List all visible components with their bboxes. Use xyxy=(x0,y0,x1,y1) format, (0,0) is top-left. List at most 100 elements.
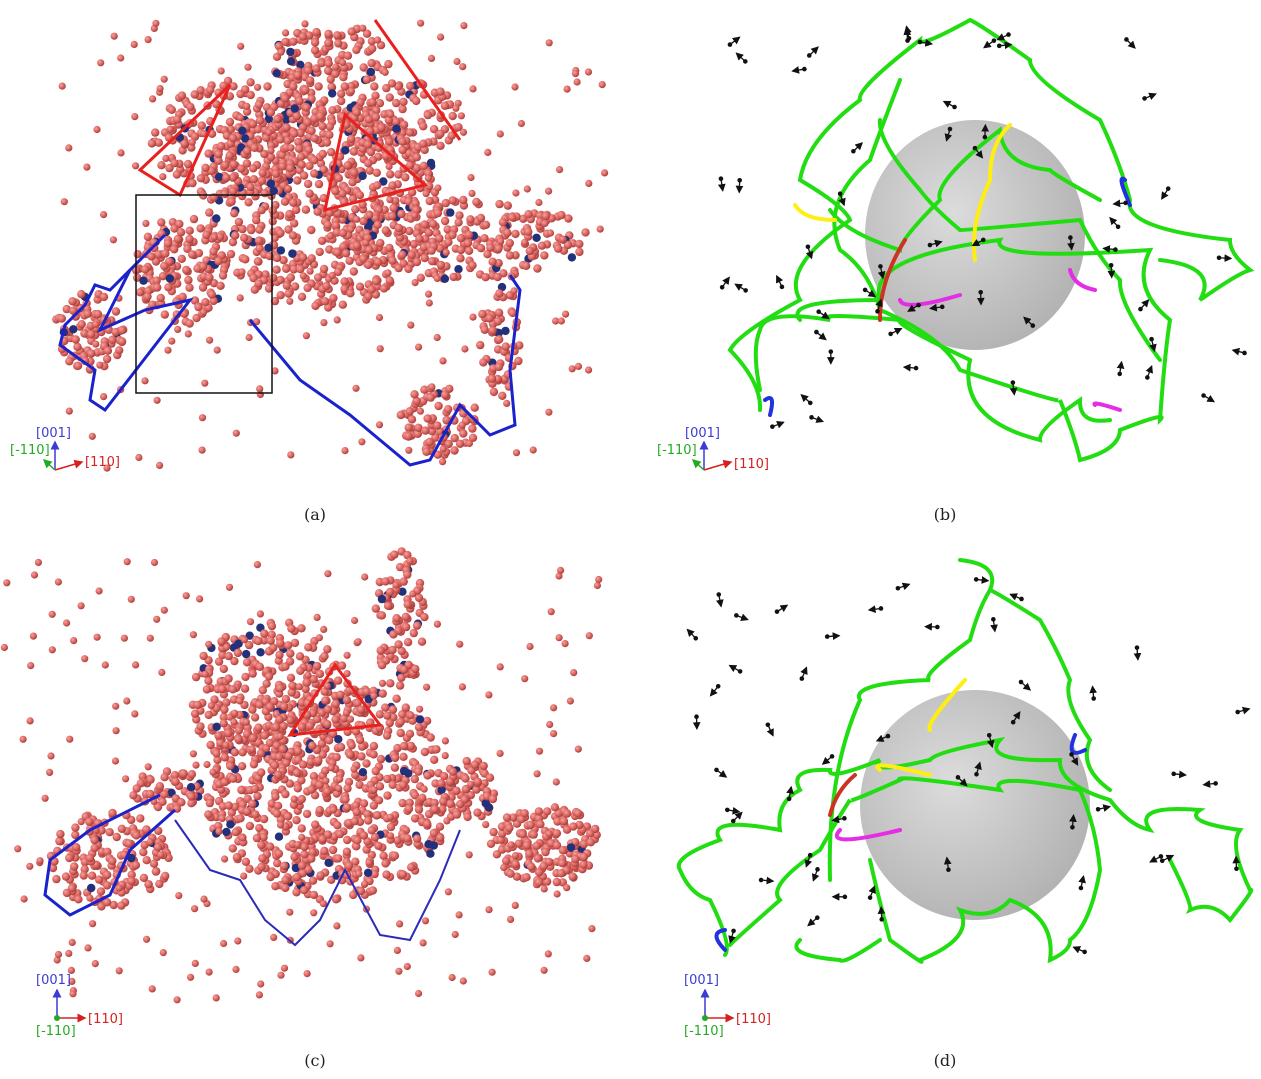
atom xyxy=(196,595,203,602)
atom xyxy=(427,246,435,254)
atom xyxy=(306,76,314,84)
atom xyxy=(459,429,467,437)
caption: (b) xyxy=(934,505,957,524)
atom xyxy=(377,123,385,131)
node xyxy=(807,53,812,58)
axis-label: [110] xyxy=(734,457,769,472)
atom xyxy=(139,848,147,856)
atom xyxy=(374,36,381,43)
atom xyxy=(299,760,307,768)
atom xyxy=(118,825,126,833)
atom xyxy=(474,778,482,786)
atom xyxy=(339,229,347,237)
atom xyxy=(221,778,229,786)
atom xyxy=(489,969,496,976)
atom xyxy=(567,697,574,704)
atom xyxy=(192,673,200,681)
atom xyxy=(293,873,301,881)
atom xyxy=(156,782,164,790)
atom xyxy=(287,451,294,458)
atom xyxy=(234,937,241,944)
atom xyxy=(221,753,229,761)
atom xyxy=(415,990,422,997)
atom xyxy=(276,291,284,299)
atom xyxy=(413,835,421,843)
node xyxy=(940,305,945,310)
atom xyxy=(190,750,197,757)
atom xyxy=(336,691,344,699)
atom xyxy=(344,652,351,659)
atom xyxy=(214,150,222,158)
atom xyxy=(213,723,221,731)
node xyxy=(1068,235,1073,240)
atom xyxy=(257,980,264,987)
atom xyxy=(66,736,73,743)
atom xyxy=(569,872,577,880)
axis-label: [110] xyxy=(85,455,120,470)
atom xyxy=(446,800,454,808)
atom xyxy=(453,810,461,818)
atom xyxy=(591,825,599,833)
atom xyxy=(283,137,291,145)
atom xyxy=(406,82,414,90)
atom xyxy=(540,251,548,259)
atom xyxy=(367,68,375,76)
atom xyxy=(157,851,164,858)
atom xyxy=(570,669,577,676)
atom xyxy=(286,649,294,657)
atom xyxy=(356,191,364,199)
atom xyxy=(324,570,331,577)
atom xyxy=(205,711,213,719)
atom xyxy=(459,422,466,429)
atom xyxy=(188,250,196,258)
axis-label: [-110] xyxy=(36,1024,76,1039)
atom xyxy=(147,838,154,845)
node xyxy=(815,915,820,920)
atom xyxy=(151,559,158,566)
atom xyxy=(143,856,151,864)
atom xyxy=(243,807,251,815)
atom xyxy=(425,291,432,298)
atom xyxy=(387,823,395,831)
dislocation-line xyxy=(1094,404,1120,410)
atom xyxy=(280,702,288,710)
atom xyxy=(157,218,165,226)
atom xyxy=(346,751,354,759)
atom xyxy=(227,197,235,205)
atom xyxy=(266,842,274,850)
atom xyxy=(485,906,492,913)
atom xyxy=(187,783,195,791)
atom xyxy=(271,793,279,801)
node xyxy=(1117,372,1122,377)
atom xyxy=(156,462,163,469)
atom xyxy=(406,557,413,564)
atom xyxy=(252,216,260,224)
atom xyxy=(310,169,318,177)
atom xyxy=(434,275,441,282)
atom xyxy=(131,710,138,717)
node xyxy=(809,415,814,420)
atom xyxy=(439,458,446,465)
atom xyxy=(188,770,196,778)
atom xyxy=(63,619,70,626)
atom xyxy=(410,390,418,398)
atom xyxy=(521,239,528,246)
atom xyxy=(384,269,391,276)
node xyxy=(808,853,813,858)
node xyxy=(825,634,830,639)
atom xyxy=(373,181,381,189)
atom xyxy=(365,859,372,866)
atom xyxy=(214,731,222,739)
atom xyxy=(495,309,503,317)
atom xyxy=(495,363,503,371)
atom xyxy=(419,140,427,148)
atom xyxy=(89,433,96,440)
atom xyxy=(325,131,333,139)
atom xyxy=(408,251,416,259)
atom xyxy=(199,414,206,421)
atom xyxy=(351,617,358,624)
atom xyxy=(399,870,407,878)
atom xyxy=(200,192,207,199)
atom xyxy=(315,180,323,188)
atom xyxy=(237,294,244,301)
